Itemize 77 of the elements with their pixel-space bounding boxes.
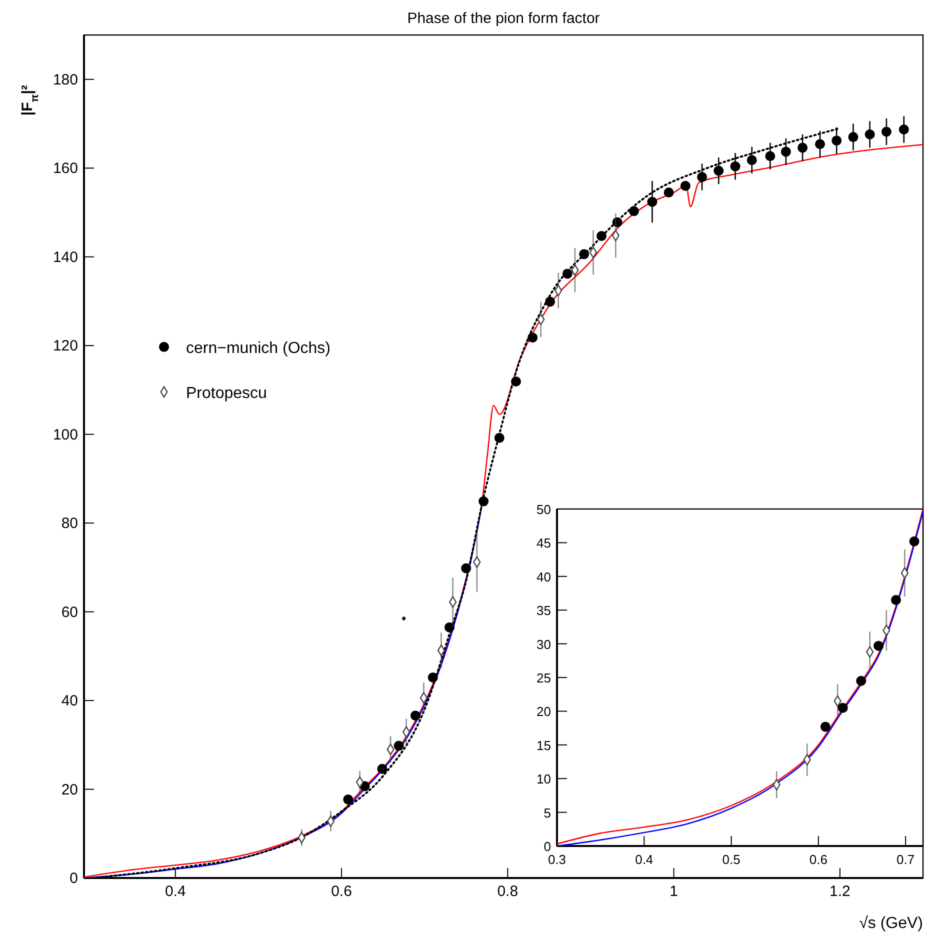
- point: [848, 132, 858, 142]
- point: [444, 622, 455, 632]
- point: [838, 702, 848, 713]
- point: [898, 124, 909, 135]
- point: [730, 161, 740, 172]
- point: [697, 172, 708, 182]
- x-tick-label: 1.2: [830, 883, 850, 900]
- point: [562, 268, 572, 279]
- point: [647, 196, 658, 207]
- y-tick-label: 80: [61, 515, 78, 532]
- y-tick-label: 40: [536, 569, 551, 584]
- point: [510, 376, 521, 387]
- x-tick-label: 0.4: [635, 852, 654, 867]
- y-tick-label: 120: [52, 338, 78, 355]
- x-tick-label: 0.5: [722, 852, 740, 867]
- point: [856, 676, 866, 686]
- y-tick-label: 140: [52, 248, 78, 266]
- point: [798, 142, 808, 153]
- y-tick-label: 40: [61, 692, 78, 710]
- point: [881, 126, 892, 137]
- point: [874, 640, 884, 651]
- point: [714, 166, 724, 176]
- y-tick-label: 35: [536, 603, 551, 618]
- legend-label: cern−munich (Ochs): [186, 340, 330, 357]
- point: [420, 692, 428, 704]
- point: [664, 188, 674, 198]
- chart-title: Phase of the pion form factor: [407, 10, 600, 27]
- point: [746, 155, 757, 166]
- y-tick-label: 45: [536, 536, 551, 551]
- x-tick-label: 1: [670, 883, 678, 900]
- y-tick-label: 160: [52, 160, 78, 178]
- point: [832, 136, 842, 146]
- point: [343, 794, 354, 804]
- point: [680, 180, 690, 191]
- point: [356, 776, 364, 788]
- y-tick-label: 30: [536, 636, 551, 652]
- y-tick-label: 0: [70, 870, 78, 887]
- point: [545, 296, 556, 307]
- y-tick-label: 25: [536, 670, 551, 686]
- y-tick-label: 180: [52, 71, 78, 88]
- y-tick-label: 0: [544, 839, 551, 854]
- point: [494, 432, 504, 443]
- point: [628, 206, 639, 216]
- point: [820, 722, 830, 732]
- y-tick-label: 50: [536, 502, 551, 517]
- y-tick-label: 60: [61, 604, 78, 621]
- point: [814, 139, 825, 150]
- point: [428, 672, 438, 682]
- legend-label: Protopescu: [186, 384, 267, 402]
- y-tick-label: 10: [536, 772, 551, 787]
- point: [461, 563, 472, 574]
- x-tick-label: 0.7: [896, 852, 915, 867]
- point: [579, 249, 590, 260]
- point: [765, 151, 776, 162]
- x-tick-label: 0.6: [331, 883, 352, 900]
- x-tick-label: 0.3: [548, 852, 566, 867]
- x-axis-title: √s (GeV): [859, 915, 923, 932]
- point: [478, 496, 489, 506]
- point: [596, 230, 607, 241]
- y-tick-label: 20: [536, 704, 551, 720]
- x-tick-label: 0.8: [497, 883, 518, 900]
- y-tick-label: 5: [544, 805, 551, 820]
- y-tick-label: 100: [52, 426, 78, 444]
- x-tick-label: 0.6: [809, 852, 828, 867]
- point: [612, 217, 622, 228]
- x-tick-label: 0.4: [164, 883, 186, 900]
- point: [394, 740, 404, 751]
- y-tick-label: 15: [536, 738, 551, 753]
- point: [528, 332, 538, 343]
- y-tick-label: 20: [61, 781, 78, 798]
- point: [909, 536, 920, 546]
- point: [377, 764, 388, 774]
- point: [890, 594, 901, 605]
- point: [410, 710, 420, 721]
- point: [780, 146, 791, 157]
- point: [864, 129, 875, 140]
- point: [589, 246, 598, 258]
